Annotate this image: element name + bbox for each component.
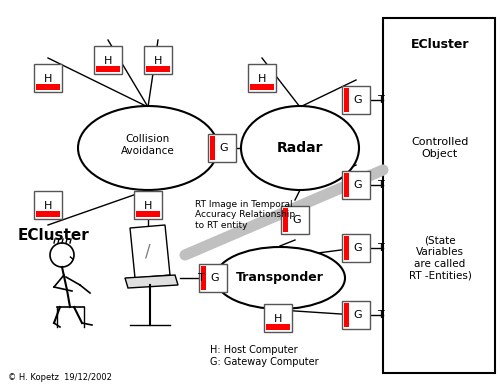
Bar <box>342 86 370 114</box>
Ellipse shape <box>241 106 359 190</box>
Ellipse shape <box>215 247 345 309</box>
Text: G: G <box>354 95 362 105</box>
Bar <box>266 324 290 330</box>
Text: T: T <box>378 310 385 320</box>
Text: /: / <box>145 243 151 261</box>
Bar <box>36 211 60 217</box>
Bar <box>199 264 227 292</box>
Text: ECluster: ECluster <box>18 228 90 242</box>
Text: T: T <box>198 273 205 283</box>
Bar <box>383 18 495 373</box>
Bar <box>283 208 288 232</box>
Bar <box>344 236 349 260</box>
Text: G: G <box>354 243 362 253</box>
Text: G: G <box>354 180 362 190</box>
Bar <box>210 136 215 160</box>
Text: Collision
Avoidance: Collision Avoidance <box>121 134 175 156</box>
Bar <box>250 84 274 90</box>
Text: RT Image in Temporal
Accuracy Relationship
to RT entity: RT Image in Temporal Accuracy Relationsh… <box>195 200 295 230</box>
Ellipse shape <box>78 106 218 190</box>
Text: H: H <box>154 56 162 66</box>
Text: ECluster: ECluster <box>411 38 469 51</box>
Bar <box>344 88 349 112</box>
Text: T: T <box>378 243 385 253</box>
Bar <box>96 67 120 72</box>
Text: G: G <box>220 143 228 153</box>
Bar <box>344 303 349 327</box>
Text: H: H <box>104 56 112 66</box>
Text: T: T <box>378 180 385 190</box>
Text: H: Host Computer
G: Gateway Computer: H: Host Computer G: Gateway Computer <box>210 345 318 366</box>
Text: Radar: Radar <box>277 141 323 155</box>
Text: G: G <box>292 215 302 225</box>
Polygon shape <box>130 225 170 278</box>
Bar <box>264 304 292 332</box>
Text: © H. Kopetz  19/12/2002: © H. Kopetz 19/12/2002 <box>8 373 112 382</box>
Bar <box>134 191 162 219</box>
Text: G: G <box>354 310 362 320</box>
Bar <box>94 46 122 74</box>
Bar <box>136 211 160 217</box>
Bar <box>342 234 370 262</box>
Polygon shape <box>125 275 178 288</box>
Bar <box>201 266 206 290</box>
Text: H: H <box>144 201 152 211</box>
Bar <box>144 46 172 74</box>
Text: Transponder: Transponder <box>236 272 324 284</box>
Text: G: G <box>210 273 220 283</box>
Text: H: H <box>258 74 266 84</box>
Bar <box>248 64 276 92</box>
Text: H: H <box>44 201 52 211</box>
Bar <box>34 64 62 92</box>
Bar <box>342 171 370 199</box>
Text: T: T <box>378 95 385 105</box>
Text: H: H <box>44 74 52 84</box>
Bar <box>344 173 349 197</box>
Text: (State
Variables
are called
RT -Entities): (State Variables are called RT -Entities… <box>408 236 472 280</box>
Text: Controlled
Object: Controlled Object <box>412 137 469 159</box>
Bar <box>342 301 370 329</box>
Bar <box>208 134 236 162</box>
Bar <box>146 67 170 72</box>
Bar <box>34 191 62 219</box>
Bar <box>281 206 309 234</box>
Bar <box>36 84 60 90</box>
Text: H: H <box>274 314 282 324</box>
